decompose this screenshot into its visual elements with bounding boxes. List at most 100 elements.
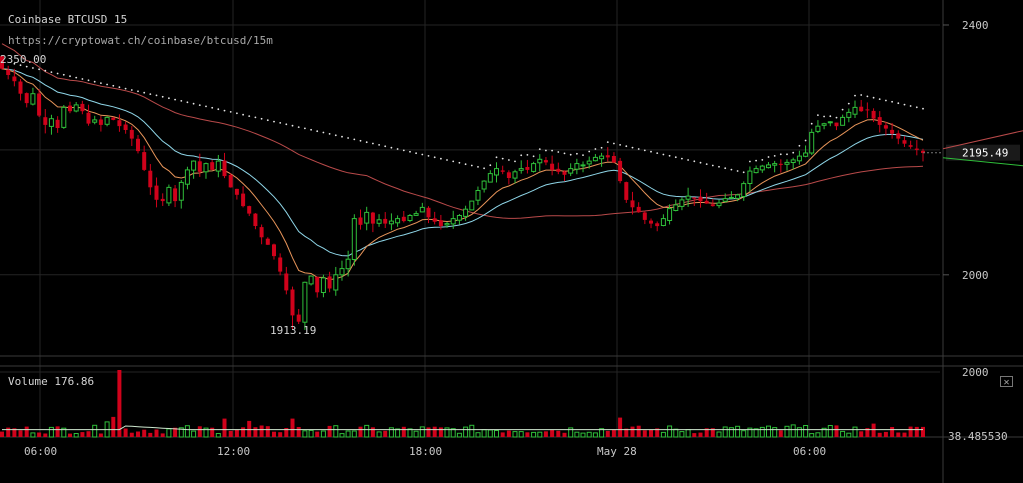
candle-body-up[interactable] xyxy=(92,119,98,123)
candle-body-up[interactable] xyxy=(339,268,345,276)
candle-body-up[interactable] xyxy=(821,123,827,126)
candle-body-down[interactable] xyxy=(698,196,703,202)
candle-body-up[interactable] xyxy=(333,274,339,291)
candle-body-up[interactable] xyxy=(184,169,190,185)
candle-body-up[interactable] xyxy=(518,168,524,171)
candle-body-down[interactable] xyxy=(543,160,548,163)
candle-body-up[interactable] xyxy=(345,258,351,270)
chart-url[interactable]: https://cryptowat.ch/coinbase/btcusd/15m xyxy=(8,34,273,47)
candle-body-down[interactable] xyxy=(253,213,258,226)
candle-body-up[interactable] xyxy=(395,218,401,224)
candle-body-down[interactable] xyxy=(123,124,128,131)
candle-body-down[interactable] xyxy=(284,273,289,291)
candle-body-up[interactable] xyxy=(73,104,79,112)
candle-body-up[interactable] xyxy=(487,173,493,183)
candle-body-down[interactable] xyxy=(426,207,431,218)
candle-body-up[interactable] xyxy=(351,218,357,261)
candle-body-up[interactable] xyxy=(568,168,574,174)
candle-body-up[interactable] xyxy=(30,93,36,105)
candle-body-up[interactable] xyxy=(456,215,462,221)
candle-body-down[interactable] xyxy=(296,314,301,322)
candle-body-up[interactable] xyxy=(166,186,172,204)
candle-body-down[interactable] xyxy=(0,56,4,69)
candle-body-down[interactable] xyxy=(142,152,147,170)
candle-body-up[interactable] xyxy=(667,208,673,222)
candle-body-down[interactable] xyxy=(710,204,715,207)
candle-body-up[interactable] xyxy=(191,160,197,171)
candle-body-up[interactable] xyxy=(772,163,778,166)
candle-body-up[interactable] xyxy=(203,163,209,173)
candle-body-up[interactable] xyxy=(574,163,580,170)
candle-body-down[interactable] xyxy=(834,122,839,127)
candle-body-up[interactable] xyxy=(753,168,759,174)
candle-body-down[interactable] xyxy=(636,206,641,213)
candle-body-down[interactable] xyxy=(432,218,437,222)
candle-body-up[interactable] xyxy=(376,219,382,224)
candle-body-down[interactable] xyxy=(871,110,876,119)
candle-body-down[interactable] xyxy=(506,172,511,178)
candle-body-down[interactable] xyxy=(24,93,29,104)
candle-body-down[interactable] xyxy=(921,150,925,153)
candle-body-up[interactable] xyxy=(302,281,308,323)
candle-body-up[interactable] xyxy=(846,111,852,118)
candle-body-down[interactable] xyxy=(655,223,660,227)
candle-body-down[interactable] xyxy=(902,140,907,144)
candle-body-up[interactable] xyxy=(592,156,598,162)
candle-body-down[interactable] xyxy=(154,185,159,200)
candle-body-up[interactable] xyxy=(852,106,858,115)
candle-body-down[interactable] xyxy=(228,174,233,188)
candle-body-up[interactable] xyxy=(48,118,54,127)
candle-body-down[interactable] xyxy=(649,220,653,224)
candle-body-down[interactable] xyxy=(370,212,375,224)
candle-body-up[interactable] xyxy=(580,164,586,167)
candle-body-up[interactable] xyxy=(586,160,592,165)
candle-body-up[interactable] xyxy=(840,116,846,126)
candle-body-down[interactable] xyxy=(222,160,227,177)
candle-body-up[interactable] xyxy=(531,163,537,172)
candle-body-up[interactable] xyxy=(679,199,685,207)
candle-body-down[interactable] xyxy=(160,198,165,202)
candle-body-down[interactable] xyxy=(865,109,870,111)
close-volume-button[interactable]: ✕ xyxy=(1000,376,1013,388)
candle-body-down[interactable] xyxy=(173,188,178,202)
candle-body-up[interactable] xyxy=(413,213,419,216)
candle-body-down[interactable] xyxy=(259,227,264,238)
candle-body-down[interactable] xyxy=(611,156,616,163)
candle-body-down[interactable] xyxy=(43,117,48,125)
candle-body-down[interactable] xyxy=(18,81,23,94)
candle-body-down[interactable] xyxy=(859,106,864,112)
candle-body-up[interactable] xyxy=(407,215,413,221)
candle-body-up[interactable] xyxy=(722,198,728,202)
candle-body-up[interactable] xyxy=(419,206,425,213)
candle-body-down[interactable] xyxy=(98,119,103,125)
candle-body-up[interactable] xyxy=(599,155,605,160)
candle-body-up[interactable] xyxy=(759,165,765,171)
candle-body-up[interactable] xyxy=(481,180,487,190)
candle-body-down[interactable] xyxy=(562,171,567,175)
candle-body-up[interactable] xyxy=(660,218,666,227)
candle-body-up[interactable] xyxy=(747,170,753,185)
candle-body-down[interactable] xyxy=(272,244,276,257)
candle-body-down[interactable] xyxy=(278,257,283,272)
candle-body-up[interactable] xyxy=(728,196,734,199)
candle-body-down[interactable] xyxy=(86,112,91,124)
candle-body-down[interactable] xyxy=(210,162,215,170)
candle-body-down[interactable] xyxy=(6,69,11,75)
candle-body-down[interactable] xyxy=(525,167,530,170)
candle-body-up[interactable] xyxy=(475,190,481,201)
candle-body-down[interactable] xyxy=(111,117,116,120)
candle-body-down[interactable] xyxy=(401,216,406,222)
candle-body-down[interactable] xyxy=(550,163,555,170)
candle-body-down[interactable] xyxy=(117,120,122,127)
candle-body-down[interactable] xyxy=(914,148,919,150)
candle-body-down[interactable] xyxy=(327,276,332,289)
candle-body-down[interactable] xyxy=(877,117,882,125)
candle-body-down[interactable] xyxy=(129,129,134,139)
candle-body-up[interactable] xyxy=(320,277,326,293)
candle-body-up[interactable] xyxy=(766,164,771,169)
candle-body-up[interactable] xyxy=(61,106,67,128)
candle-body-down[interactable] xyxy=(438,220,443,227)
candle-body-down[interactable] xyxy=(556,168,561,172)
candle-body-up[interactable] xyxy=(104,116,110,125)
